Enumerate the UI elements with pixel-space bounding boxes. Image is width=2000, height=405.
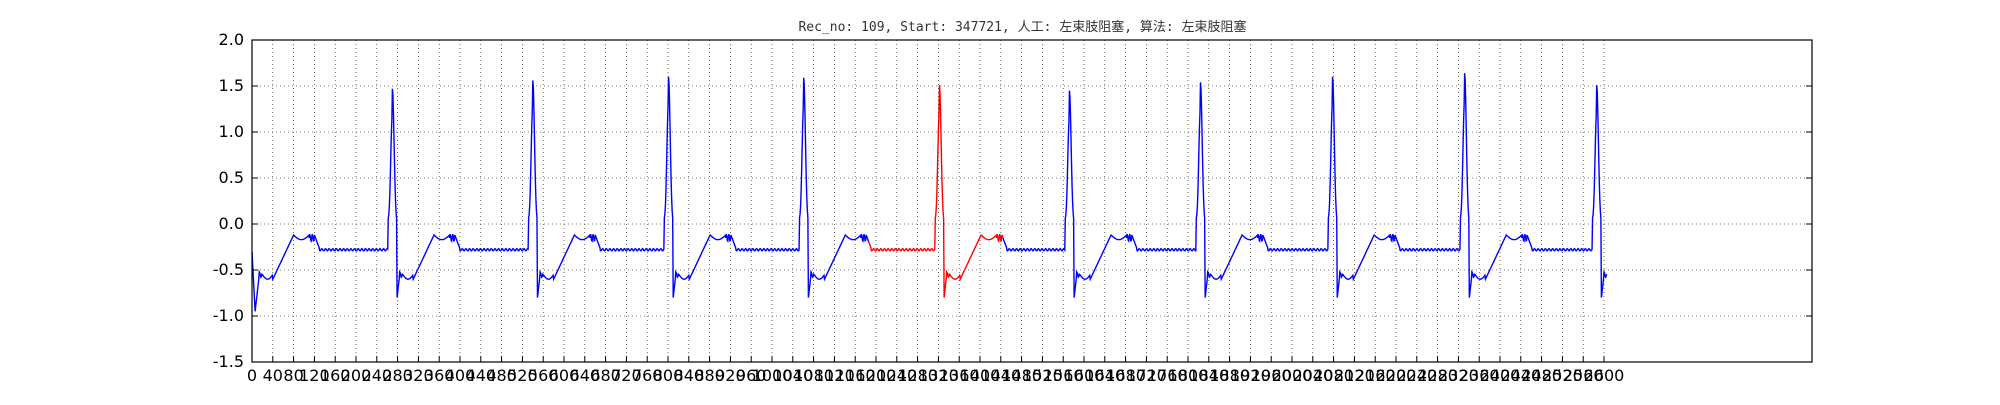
x-tick-label: 2600: [1584, 366, 1625, 385]
y-tick-label: -1.0: [213, 306, 244, 325]
y-tick-label: 0.0: [219, 214, 244, 233]
plot-frame: [252, 40, 1812, 362]
ecg-trace: [252, 77, 869, 312]
x-tick-label: 0: [247, 366, 257, 385]
y-tick-label: 0.5: [219, 168, 244, 187]
y-tick-label: 1.5: [219, 76, 244, 95]
y-tick-label: 1.0: [219, 122, 244, 141]
grid-layer: [252, 40, 1812, 362]
y-tick-label: -0.5: [213, 260, 244, 279]
ecg-trace-highlight: [869, 85, 1003, 298]
y-axis: 2.01.51.00.50.0-0.5-1.0-1.5: [213, 30, 1812, 371]
chart-title: Rec_no: 109, Start: 347721, 人工: 左束肢阻塞, 算…: [0, 16, 2000, 35]
y-tick-label: -1.5: [213, 352, 244, 371]
x-tick-label: 40: [263, 366, 283, 385]
ecg-trace: [1003, 73, 1607, 297]
series-layer: [252, 73, 1607, 311]
